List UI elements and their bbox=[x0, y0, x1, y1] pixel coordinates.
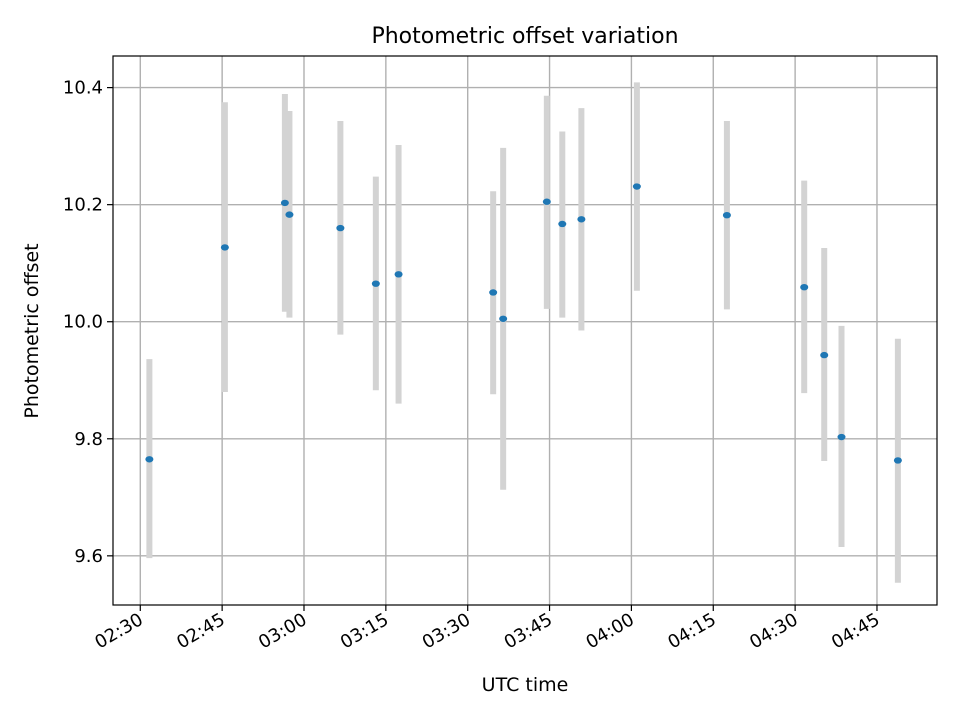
data-point bbox=[371, 280, 380, 287]
y-axis: 9.6 9.8 10.0 10.2 10.4 bbox=[63, 78, 113, 567]
data-point bbox=[220, 244, 229, 251]
data-point bbox=[837, 433, 846, 441]
data-point bbox=[542, 198, 551, 205]
y-tick-label: 9.8 bbox=[74, 429, 103, 450]
data-point bbox=[394, 271, 403, 278]
chart-title: Photometric offset variation bbox=[371, 24, 678, 49]
data-point bbox=[280, 199, 289, 207]
data-point bbox=[800, 283, 809, 291]
plot-frame bbox=[112, 55, 938, 606]
data-point bbox=[577, 216, 586, 223]
data-point bbox=[632, 183, 641, 190]
y-axis-label: Photometric offset bbox=[21, 243, 43, 418]
data-point bbox=[285, 211, 294, 218]
data-point bbox=[722, 211, 731, 219]
data-point bbox=[499, 315, 508, 322]
data-points bbox=[145, 183, 902, 464]
y-tick-label: 10.0 bbox=[63, 312, 103, 333]
x-axis-label: UTC time bbox=[482, 674, 569, 696]
data-point bbox=[336, 224, 345, 232]
y-tick-label: 10.2 bbox=[63, 195, 103, 216]
data-point bbox=[893, 457, 902, 464]
data-point bbox=[820, 351, 829, 359]
y-tick-label: 10.4 bbox=[63, 78, 103, 99]
data-point bbox=[145, 456, 154, 463]
y-tick-label: 9.6 bbox=[74, 546, 103, 567]
data-point bbox=[558, 220, 567, 228]
data-point bbox=[489, 289, 498, 296]
